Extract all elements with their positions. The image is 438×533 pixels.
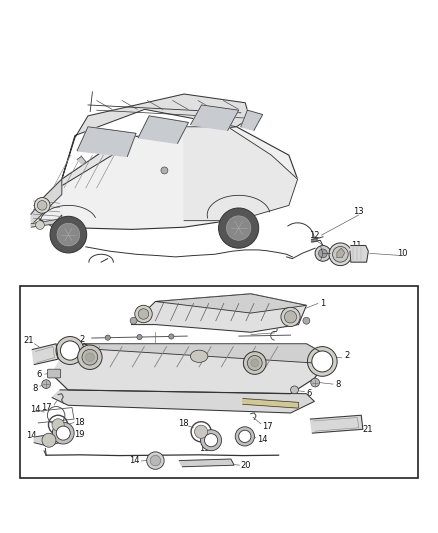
Polygon shape	[350, 246, 368, 262]
Circle shape	[281, 308, 300, 327]
Circle shape	[60, 341, 80, 360]
Polygon shape	[31, 127, 297, 229]
Circle shape	[332, 246, 348, 262]
Text: 10: 10	[397, 249, 408, 258]
Circle shape	[150, 455, 161, 466]
Circle shape	[315, 246, 331, 261]
Text: 5: 5	[272, 325, 277, 334]
Text: 21: 21	[23, 336, 34, 345]
Circle shape	[226, 216, 251, 240]
Circle shape	[194, 425, 208, 438]
Polygon shape	[131, 294, 307, 332]
Text: 17: 17	[41, 403, 52, 412]
Polygon shape	[243, 399, 298, 408]
Polygon shape	[77, 157, 86, 165]
Circle shape	[82, 349, 98, 365]
Text: 6: 6	[37, 369, 42, 378]
Text: 11: 11	[351, 241, 362, 250]
Polygon shape	[84, 344, 330, 363]
Circle shape	[235, 427, 254, 446]
Circle shape	[329, 243, 352, 265]
Polygon shape	[179, 459, 234, 467]
Circle shape	[85, 353, 94, 361]
Circle shape	[303, 317, 310, 324]
Text: 19: 19	[74, 430, 85, 439]
Text: 14: 14	[26, 431, 37, 440]
Text: 2: 2	[79, 335, 85, 344]
Circle shape	[239, 430, 251, 442]
Circle shape	[312, 351, 333, 372]
Circle shape	[284, 311, 297, 323]
Polygon shape	[52, 390, 314, 413]
Circle shape	[201, 430, 222, 451]
Text: 21: 21	[363, 425, 373, 434]
Circle shape	[138, 309, 149, 319]
Polygon shape	[138, 116, 188, 143]
Circle shape	[57, 223, 80, 246]
Polygon shape	[311, 239, 317, 242]
Text: 1: 1	[320, 299, 325, 308]
Circle shape	[130, 317, 137, 324]
Circle shape	[78, 345, 102, 369]
Text: 18: 18	[74, 418, 85, 427]
Circle shape	[56, 336, 84, 365]
Circle shape	[290, 386, 298, 394]
Circle shape	[34, 198, 50, 213]
Circle shape	[52, 422, 74, 444]
Polygon shape	[311, 415, 363, 433]
Circle shape	[251, 359, 259, 367]
Text: 20: 20	[241, 461, 251, 470]
Text: 2: 2	[344, 351, 350, 360]
Circle shape	[105, 335, 110, 340]
Ellipse shape	[191, 350, 208, 362]
Polygon shape	[31, 138, 123, 214]
Text: 19: 19	[199, 444, 209, 453]
Text: 8: 8	[33, 384, 38, 393]
Circle shape	[161, 167, 168, 174]
Circle shape	[169, 334, 174, 339]
Text: 12: 12	[309, 231, 319, 240]
Text: 13: 13	[353, 207, 364, 216]
Circle shape	[52, 419, 64, 431]
Polygon shape	[32, 344, 58, 365]
Polygon shape	[184, 127, 297, 221]
Circle shape	[311, 378, 319, 387]
Circle shape	[56, 426, 70, 440]
Text: 14: 14	[30, 405, 41, 414]
Polygon shape	[52, 344, 330, 394]
Text: 14: 14	[257, 435, 267, 445]
Polygon shape	[31, 179, 62, 225]
Polygon shape	[155, 294, 307, 313]
Polygon shape	[77, 127, 136, 157]
Text: 17: 17	[262, 422, 273, 431]
Polygon shape	[62, 94, 250, 179]
Circle shape	[42, 433, 56, 447]
Circle shape	[135, 305, 152, 323]
Bar	[20, 286, 418, 478]
Text: 18: 18	[178, 419, 188, 428]
Circle shape	[219, 208, 259, 248]
Text: 14: 14	[130, 456, 140, 465]
Polygon shape	[337, 248, 345, 258]
Polygon shape	[34, 433, 66, 447]
Circle shape	[37, 200, 47, 210]
Circle shape	[318, 249, 327, 258]
Circle shape	[137, 334, 142, 340]
Circle shape	[35, 221, 44, 229]
Circle shape	[307, 346, 337, 376]
Circle shape	[42, 379, 50, 389]
FancyBboxPatch shape	[48, 369, 60, 378]
Circle shape	[50, 216, 87, 253]
Text: 6: 6	[306, 389, 311, 398]
Circle shape	[244, 352, 266, 374]
Circle shape	[147, 452, 164, 470]
Circle shape	[247, 356, 262, 370]
Circle shape	[205, 434, 218, 447]
Polygon shape	[191, 105, 239, 130]
Polygon shape	[31, 215, 62, 227]
Polygon shape	[241, 110, 263, 130]
Text: 8: 8	[336, 379, 341, 389]
